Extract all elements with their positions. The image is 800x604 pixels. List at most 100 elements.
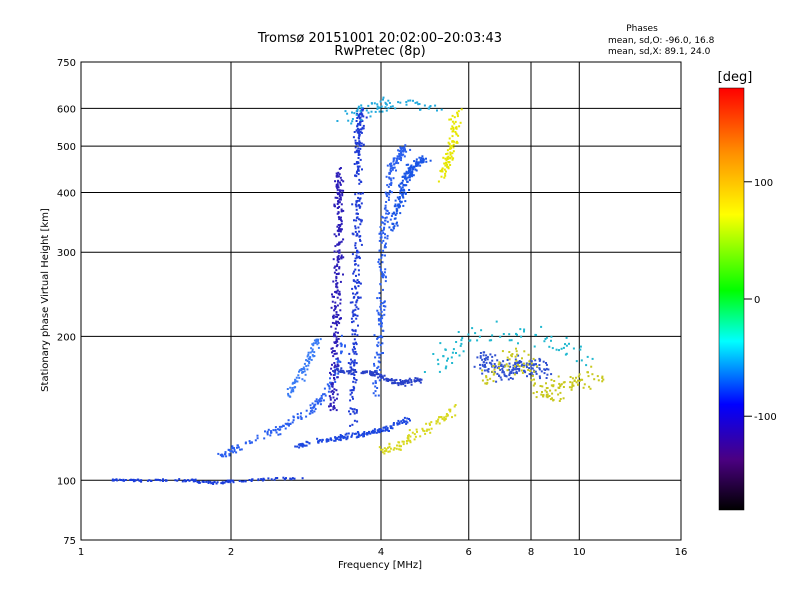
data-point (354, 369, 357, 371)
data-point (591, 357, 594, 360)
data-point (377, 429, 380, 432)
data-point (213, 481, 216, 484)
data-point (339, 181, 341, 184)
data-point (356, 165, 359, 168)
data-point (513, 365, 516, 368)
data-point (330, 347, 333, 350)
data-point (575, 376, 577, 379)
data-point (436, 358, 439, 361)
data-point (447, 141, 450, 144)
data-point (419, 108, 422, 111)
data-point (291, 387, 294, 389)
data-point (403, 146, 406, 149)
data-point (335, 291, 338, 294)
data-point (326, 383, 329, 386)
data-point (381, 376, 384, 379)
data-point (155, 479, 158, 481)
data-point (356, 125, 359, 128)
data-point (411, 175, 414, 178)
data-point (378, 249, 381, 252)
data-point (236, 444, 239, 447)
data-point (390, 228, 393, 231)
data-point (340, 210, 343, 213)
data-point (230, 479, 233, 482)
data-point (352, 385, 355, 388)
data-point (132, 480, 135, 483)
data-point (351, 372, 354, 375)
data-point (350, 434, 353, 437)
data-point (352, 369, 355, 372)
data-point (388, 212, 391, 215)
data-point (417, 379, 420, 382)
data-point (388, 176, 391, 179)
data-point (443, 176, 446, 179)
data-point (225, 480, 228, 483)
data-point (532, 392, 535, 395)
data-point (300, 417, 303, 420)
data-point (351, 408, 354, 411)
data-point (318, 399, 321, 402)
data-point (381, 429, 384, 432)
data-point (396, 221, 398, 224)
data-point (378, 335, 381, 338)
data-point (391, 379, 394, 382)
data-point (304, 373, 307, 376)
data-point (577, 383, 579, 386)
data-point (359, 158, 362, 161)
data-point (354, 227, 357, 230)
data-point (538, 359, 541, 362)
data-point (568, 386, 571, 389)
data-point (358, 206, 361, 209)
data-point (244, 441, 247, 444)
data-point (492, 365, 495, 367)
data-point (438, 370, 441, 373)
data-point (417, 162, 420, 165)
data-point (355, 208, 358, 211)
data-point (377, 341, 380, 344)
data-point (376, 387, 379, 389)
data-point (375, 431, 378, 434)
data-point (437, 180, 440, 183)
data-point (455, 133, 458, 136)
data-point (510, 339, 513, 342)
data-point (379, 268, 382, 271)
data-point (333, 334, 336, 337)
data-point (190, 478, 193, 481)
data-point (311, 348, 314, 351)
data-point (385, 377, 388, 380)
data-point (355, 162, 358, 165)
data-point (334, 352, 337, 355)
data-point (406, 382, 409, 384)
trace-diffuse-c (423, 320, 594, 373)
data-point (355, 212, 358, 215)
data-point (402, 147, 405, 150)
data-point (377, 261, 380, 263)
data-point (332, 315, 334, 318)
data-point (409, 435, 412, 438)
data-point (357, 114, 360, 117)
data-point (266, 433, 269, 436)
data-point (363, 431, 366, 433)
data-point (377, 394, 380, 397)
data-point (294, 378, 297, 381)
data-point (338, 167, 341, 170)
data-point (242, 480, 245, 483)
data-point (484, 382, 487, 385)
data-point (273, 478, 276, 481)
data-point (398, 441, 401, 444)
data-point (337, 230, 340, 233)
data-point (394, 203, 397, 206)
data-point (444, 164, 447, 167)
data-point (386, 220, 389, 223)
data-point (413, 379, 416, 382)
data-point (531, 367, 534, 370)
data-point (445, 159, 448, 162)
data-point (369, 371, 372, 374)
data-point (416, 377, 419, 380)
data-point (500, 365, 503, 367)
data-point (384, 254, 386, 257)
data-point (416, 430, 418, 433)
data-point (474, 332, 477, 335)
data-point (493, 363, 496, 365)
